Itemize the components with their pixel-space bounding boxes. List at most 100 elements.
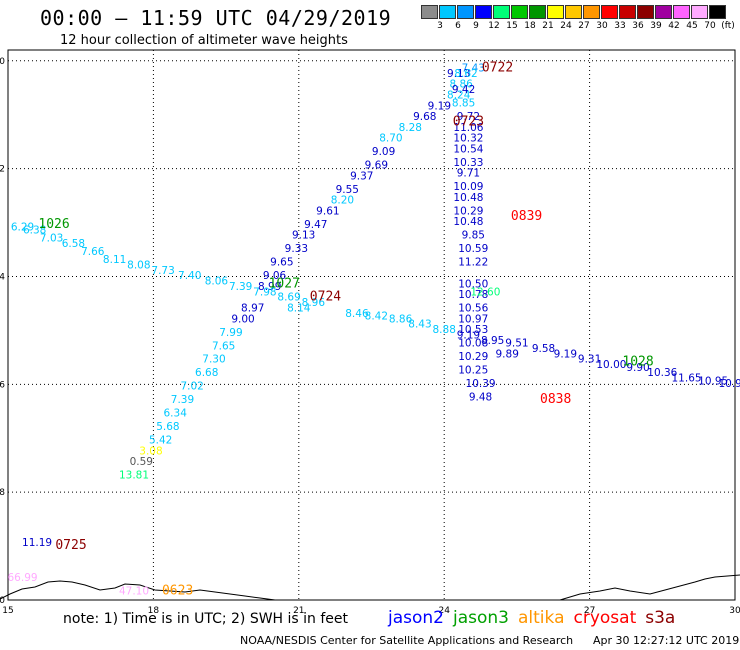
x-tick-label: 21 <box>293 606 304 616</box>
wave-height-value: 8.62 <box>454 68 477 80</box>
wave-height-value: 7.65 <box>212 340 235 352</box>
wave-height-value: 9.48 <box>469 391 492 403</box>
legend-level: 9 <box>473 21 479 31</box>
legend-level: 6 <box>455 21 461 31</box>
wave-height-value: 8.86 <box>389 313 413 325</box>
wave-height-value: 8.24 <box>447 90 471 102</box>
wave-height-value: 8.96 <box>302 297 326 309</box>
wave-height-value: 9.72 <box>457 111 480 123</box>
wave-height-value: 10.59 <box>458 243 488 255</box>
y-tick-label: -60 <box>0 57 5 67</box>
wave-height-value: 10.36 <box>647 367 677 379</box>
wave-height-value: 9.69 <box>365 160 388 172</box>
timestamp: Apr 30 12:27:12 UTC 2019 <box>593 634 740 647</box>
wave-height-value: 7.03 <box>40 232 63 244</box>
wave-height-value: 9.37 <box>350 170 373 182</box>
wave-height-value: 6.29 <box>11 222 34 234</box>
wave-height-value: 8.99 <box>258 281 281 293</box>
wave-height-value: 9.00 <box>231 313 254 325</box>
wave-height-value: 6.34 <box>164 408 188 420</box>
wave-height-value: 9.89 <box>496 348 519 360</box>
wave-height-value: 8.97 <box>241 303 264 315</box>
wave-height-value: 8.14 <box>287 303 311 315</box>
wave-height-value: 6.58 <box>62 238 85 250</box>
wave-height-value: 9.09 <box>372 146 395 158</box>
legend-level: 18 <box>524 21 536 31</box>
wave-height-value: 10.00 <box>596 359 626 371</box>
legend-level: 12 <box>488 21 500 31</box>
wave-height-value: 11.06 <box>453 122 483 134</box>
legend-level: 36 <box>632 21 644 31</box>
legend-swatch <box>709 5 726 19</box>
satellite-legend: jason2 jason3 altika cryosat s3a <box>388 608 684 628</box>
credit-line: NOAA/NESDIS Center for Satellite Applica… <box>240 634 574 647</box>
wave-height-value: 9.06 <box>263 270 287 282</box>
x-tick-label: 30 <box>729 606 740 616</box>
legend-swatch <box>493 5 510 19</box>
wave-height-value: 10.29 <box>453 205 483 217</box>
wave-height-value: 10.48 <box>453 216 483 228</box>
wave-height-value: 5.42 <box>149 435 172 447</box>
legend-level: 21 <box>542 21 554 31</box>
wave-height-value: 9.90 <box>626 362 649 374</box>
wave-height-value: 8.46 <box>345 308 369 320</box>
legend-level: 15 <box>506 21 518 31</box>
wave-height-value: 8.95 <box>481 335 504 347</box>
y-tick-label: -70 <box>0 596 5 606</box>
wave-height-value: 9.65 <box>270 257 293 269</box>
wave-height-value: 9.13 <box>447 68 470 80</box>
satellite-name: s3a <box>645 608 676 628</box>
pass-time-label: 1026 <box>38 217 69 232</box>
legend-swatch <box>655 5 672 19</box>
wave-height-value: 7.98 <box>253 286 276 298</box>
wave-height-value: 6.68 <box>195 367 218 379</box>
wave-height-value: 7.73 <box>151 265 174 277</box>
wave-height-value: 8.85 <box>452 98 475 110</box>
wave-height-value: 10.78 <box>458 289 488 301</box>
wave-height-value: 9.85 <box>462 230 485 242</box>
legend-swatch <box>511 5 528 19</box>
wave-height-value: 7.66 <box>81 246 105 258</box>
wave-height-value: 10.97 <box>458 313 488 325</box>
wave-height-value: 11.22 <box>458 257 488 269</box>
wave-height-value: 10.54 <box>453 143 483 155</box>
wave-height-value: 11.19 <box>22 537 52 549</box>
wave-height-value: 10.48 <box>453 192 483 204</box>
wave-height-value: 8.08 <box>127 259 150 271</box>
wave-height-value: 10.09 <box>453 181 483 193</box>
wave-height-value: 10.56 <box>458 303 488 315</box>
legend-level: 39 <box>650 21 662 31</box>
wave-height-value: 9.58 <box>532 343 555 355</box>
coastline-path-east <box>559 574 740 601</box>
legend-swatch <box>421 5 438 19</box>
wave-height-value: 7.99 <box>219 327 242 339</box>
pass-time-label: 1028 <box>622 354 653 369</box>
wave-height-value: 9.33 <box>285 243 308 255</box>
wave-height-value: 9.19 <box>457 329 480 341</box>
wave-height-value: 7.40 <box>178 270 201 282</box>
wave-height-value: 10.32 <box>453 133 483 145</box>
wave-height-value: 9.61 <box>316 205 339 217</box>
wave-height-value: 5.68 <box>156 421 179 433</box>
wave-height-value: 10.29 <box>458 351 488 363</box>
satellite-name: cryosat <box>573 608 637 628</box>
wave-height-value: 11.65 <box>672 373 702 385</box>
y-tick-label: -66 <box>0 380 5 390</box>
wave-height-value: 0.59 <box>130 456 153 468</box>
pass-time-label: 0722 <box>482 61 513 76</box>
wave-height-value: 9.19 <box>428 100 451 112</box>
legend-level: 42 <box>668 21 680 31</box>
legend-swatch <box>439 5 456 19</box>
legend-swatch <box>691 5 708 19</box>
legend-swatch <box>457 5 474 19</box>
wave-height-value: 9.19 <box>554 348 577 360</box>
chart-title: 00:00 – 11:59 UTC 04/29/2019 <box>40 6 392 30</box>
wave-height-value: 9.51 <box>505 338 528 350</box>
legend-level: 70 <box>704 21 716 31</box>
legend-swatch <box>475 5 492 19</box>
wave-height-value: 9.71 <box>457 168 480 180</box>
coastline-path <box>0 580 276 601</box>
legend-swatch <box>547 5 564 19</box>
satellite-name: jason3 <box>453 608 509 628</box>
